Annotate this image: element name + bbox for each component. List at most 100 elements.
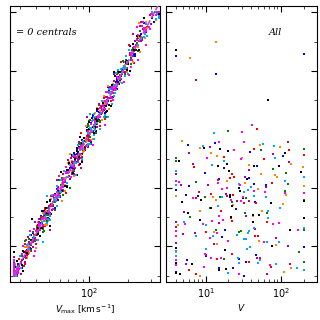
Point	[24, 252, 29, 257]
Point	[237, 182, 243, 187]
Point	[12, 268, 17, 273]
Point	[221, 159, 226, 164]
Point	[84, 140, 89, 145]
Point	[67, 167, 72, 172]
Point	[301, 175, 306, 180]
Point	[45, 216, 51, 221]
Point	[287, 159, 292, 164]
Point	[106, 89, 111, 94]
Point	[92, 114, 97, 119]
Point	[53, 200, 58, 205]
Point	[185, 258, 190, 263]
Point	[156, 10, 161, 15]
Point	[44, 212, 50, 217]
Point	[12, 268, 17, 273]
Point	[97, 101, 102, 107]
Point	[31, 254, 36, 259]
Point	[276, 221, 281, 226]
Point	[201, 143, 206, 148]
Point	[237, 181, 242, 186]
Point	[224, 179, 229, 184]
Point	[156, 10, 161, 15]
Point	[147, 26, 152, 31]
Point	[126, 47, 132, 52]
Point	[62, 168, 67, 173]
Point	[112, 87, 117, 92]
Point	[92, 126, 97, 131]
Point	[12, 273, 17, 278]
Point	[40, 225, 45, 230]
Point	[71, 154, 76, 159]
Point	[20, 263, 25, 268]
Point	[30, 229, 36, 234]
Point	[12, 270, 17, 276]
Point	[156, 10, 161, 15]
Point	[77, 155, 83, 160]
Point	[71, 173, 76, 179]
Point	[39, 208, 44, 213]
Point	[54, 194, 60, 199]
Point	[156, 10, 161, 15]
Point	[173, 225, 178, 230]
Point	[69, 161, 74, 166]
Point	[228, 195, 233, 200]
Point	[208, 145, 213, 150]
Point	[85, 132, 90, 138]
Point	[252, 188, 257, 193]
Point	[156, 10, 161, 15]
Point	[12, 266, 17, 271]
Point	[34, 228, 39, 233]
Point	[149, 10, 154, 15]
Point	[98, 112, 103, 117]
Point	[38, 217, 44, 222]
Point	[219, 235, 224, 240]
Point	[156, 10, 161, 15]
Point	[85, 132, 91, 137]
Point	[47, 211, 52, 216]
Point	[27, 246, 32, 252]
Point	[173, 262, 178, 268]
Point	[83, 144, 88, 149]
Point	[45, 205, 50, 211]
Point	[71, 152, 76, 157]
Point	[108, 86, 114, 92]
Point	[55, 196, 60, 201]
Point	[129, 58, 134, 63]
Point	[97, 109, 102, 114]
Point	[60, 182, 65, 187]
Point	[180, 139, 185, 144]
Point	[197, 209, 203, 214]
Point	[29, 217, 34, 222]
Point	[139, 24, 144, 29]
Point	[156, 10, 161, 15]
Point	[23, 253, 28, 258]
Point	[88, 139, 93, 144]
Point	[84, 123, 89, 128]
Point	[38, 215, 44, 220]
Point	[173, 262, 178, 267]
Point	[156, 10, 161, 15]
Point	[16, 264, 21, 269]
Point	[156, 16, 161, 21]
Point	[125, 59, 130, 64]
Point	[95, 109, 100, 114]
Point	[119, 71, 124, 76]
Point	[173, 241, 178, 246]
Point	[81, 135, 86, 140]
Point	[40, 222, 45, 228]
Point	[106, 102, 111, 108]
Point	[128, 52, 133, 57]
Point	[69, 175, 74, 180]
Point	[47, 218, 52, 223]
Point	[156, 10, 161, 15]
Point	[69, 169, 74, 174]
Point	[122, 71, 127, 76]
Point	[247, 175, 252, 180]
Point	[39, 221, 44, 226]
Point	[12, 270, 17, 276]
Point	[57, 188, 62, 194]
Point	[156, 10, 161, 15]
Point	[53, 196, 58, 201]
Point	[208, 206, 213, 211]
Point	[76, 163, 81, 168]
